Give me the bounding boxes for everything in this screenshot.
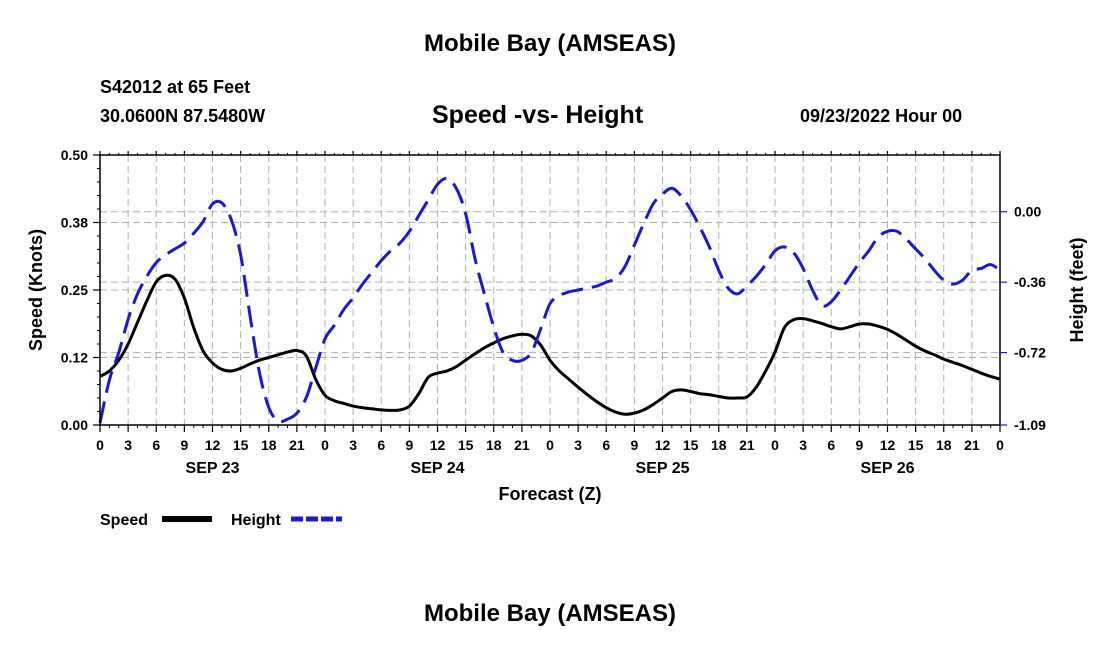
x-tick-label: 0 [321,437,329,453]
y-tick-label: 0.12 [61,350,88,366]
day-label: SEP 24 [411,460,465,477]
y-axis-title: Speed (Knots) [26,229,46,351]
x-tick-label: 0 [96,437,104,453]
legend-height-label: Height [231,512,281,529]
x-tick-label: 12 [655,437,671,453]
x-tick-label: 6 [152,437,160,453]
x-tick-label: 18 [711,437,727,453]
grid-lines [100,155,1000,426]
forecast-datetime: 09/23/2022 Hour 00 [800,106,963,126]
x-tick-label: 21 [514,437,530,453]
x-tick-label: 9 [630,437,638,453]
y2-tick-label: -1.09 [1014,417,1046,433]
legend: Speed Height [100,512,342,529]
x-tick-label: 9 [855,437,863,453]
y-tick-label: 0.38 [61,215,88,231]
x-tick-label: 18 [936,437,952,453]
x-tick-label: 18 [261,437,277,453]
x-tick-label: 0 [996,437,1004,453]
speed-series-line [99,273,1001,416]
x-tick-label: 15 [233,437,249,453]
day-label: SEP 26 [861,460,915,477]
day-label: SEP 23 [186,460,240,477]
series-lines [98,176,1001,424]
y-tick-label: 0.00 [61,417,88,433]
station-coordinates: 30.0600N 87.5480W [100,106,266,126]
legend-speed-label: Speed [100,512,148,529]
x-tick-label: 0 [771,437,779,453]
x-tick-label: 9 [405,437,413,453]
x-tick-label: 15 [458,437,474,453]
y-tick-label: 0.25 [61,282,88,298]
x-tick-label: 21 [289,437,305,453]
x-tick-label: 18 [486,437,502,453]
y2-axis-title: Height (feet) [1067,238,1087,343]
x-tick-label: 6 [377,437,385,453]
x-tick-label: 15 [683,437,699,453]
x-tick-label: 21 [739,437,755,453]
x-tick-label: 3 [349,437,357,453]
y2-tick-label: 0.00 [1014,204,1041,220]
x-tick-label: 12 [880,437,896,453]
y2-tick-label: -0.72 [1014,345,1046,361]
x-tick-label: 15 [908,437,924,453]
y-tick-label: 0.50 [61,147,88,163]
x-tick-label: 0 [546,437,554,453]
x-tick-label: 12 [205,437,221,453]
axis-ticks [93,151,1007,432]
axis-labels: 0 3 6 9 12 15 18 21 0 3 6 9 12 15 18 21 0 3 6 9 12 15 18 21 0 3 6 9… [26,147,1087,504]
y2-tick-label: -0.36 [1014,274,1046,290]
x-tick-label: 9 [180,437,188,453]
x-tick-label: 6 [827,437,835,453]
height-series-line [98,176,1001,424]
x-tick-label: 6 [602,437,610,453]
station-label: S42012 at 65 Feet [100,77,251,97]
day-label: SEP 25 [636,460,690,477]
chart-main-title: Mobile Bay (AMSEAS) [423,30,677,57]
x-tick-label: 3 [124,437,132,453]
x-axis-title: Forecast (Z) [498,484,601,504]
x-tick-label: 3 [574,437,582,453]
x-tick-label: 21 [964,437,980,453]
footer-title: Mobile Bay (AMSEAS) [423,600,677,627]
chart-subtitle: Speed -vs- Height [432,101,644,129]
x-tick-label: 12 [430,437,446,453]
x-tick-label: 3 [799,437,807,453]
